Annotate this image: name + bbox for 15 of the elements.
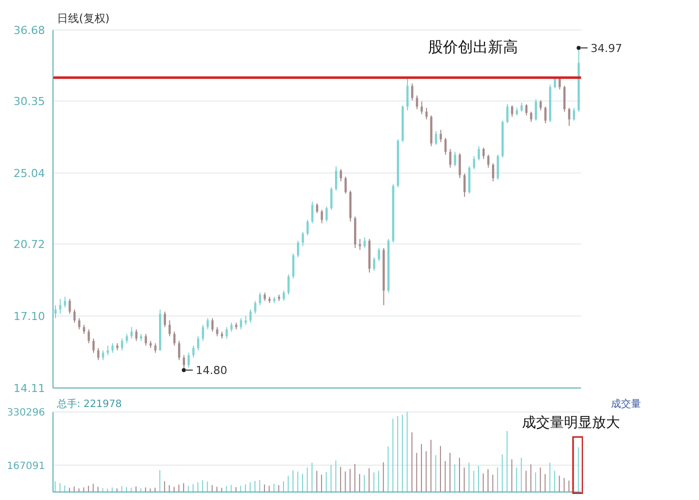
y-tick-label: 14.11 bbox=[14, 382, 45, 395]
y-tick-label: 20.72 bbox=[14, 238, 45, 251]
y-tick-label: 17.10 bbox=[14, 310, 45, 323]
annotation: 14.80 bbox=[196, 364, 228, 378]
y-tick-label: 330296 bbox=[6, 408, 45, 419]
y-axis-title: 成交量 bbox=[611, 398, 641, 411]
text: 34.97 bbox=[590, 42, 622, 55]
y-tick-label: 25.04 bbox=[14, 166, 45, 180]
y-tick-label: 30.35 bbox=[14, 94, 45, 108]
annotation: 股价创出新高 bbox=[428, 38, 518, 57]
text: 总手: 221978 bbox=[57, 397, 122, 411]
annotation: 成交量明显放大 bbox=[522, 414, 620, 432]
y-tick-label: 36.68 bbox=[14, 24, 45, 37]
y-tick-label: 167091 bbox=[6, 460, 45, 472]
chart-title: 日线(复权) bbox=[57, 11, 110, 26]
